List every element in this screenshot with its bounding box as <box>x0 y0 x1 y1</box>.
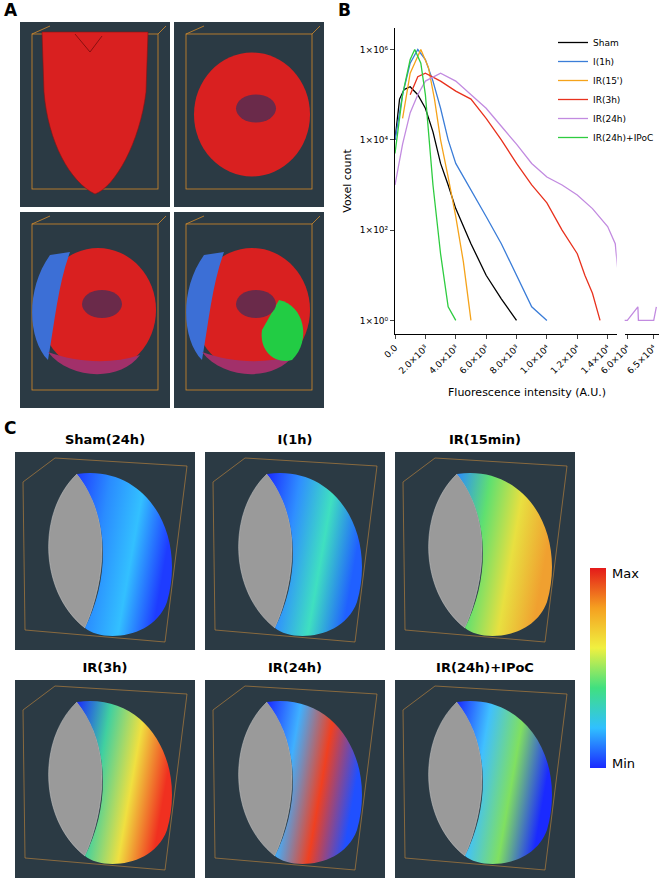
svg-text:Max: Max <box>612 566 639 581</box>
html-text:A: A <box>4 0 18 20</box>
svg-text:1×10⁴: 1×10⁴ <box>360 135 389 145</box>
svg-text:I(1h): I(1h) <box>593 57 614 67</box>
svg-text:8.0×10³: 8.0×10³ <box>488 343 521 376</box>
svg-text:IR(3h): IR(3h) <box>82 660 127 675</box>
svg-text:IR(24h)+IPoC: IR(24h)+IPoC <box>593 133 653 143</box>
svg-text:1×10⁰: 1×10⁰ <box>360 316 389 326</box>
svg-text:IR(24h): IR(24h) <box>268 660 322 675</box>
svg-text:IR(3h): IR(3h) <box>593 95 620 105</box>
svg-text:IR(15min): IR(15min) <box>449 432 521 447</box>
svg-text:IR(24h)+IPoC: IR(24h)+IPoC <box>436 660 534 675</box>
svg-text:Sham(24h): Sham(24h) <box>65 432 145 447</box>
svg-text:4.0×10³: 4.0×10³ <box>427 343 460 376</box>
svg-text:1.0×10⁴: 1.0×10⁴ <box>518 343 551 376</box>
svg-text:0.0: 0.0 <box>382 343 399 360</box>
svg-text:1.2×10⁴: 1.2×10⁴ <box>549 343 582 376</box>
svg-text:6.0×10⁴: 6.0×10⁴ <box>599 343 632 376</box>
html-text:B: B <box>338 0 351 20</box>
svg-text:Min: Min <box>612 756 635 771</box>
svg-text:6.0×10³: 6.0×10³ <box>458 343 491 376</box>
svg-text:IR(24h): IR(24h) <box>593 114 626 124</box>
svg-text:1.4×10⁴: 1.4×10⁴ <box>579 343 612 376</box>
svg-text:IR(15'): IR(15') <box>593 76 623 86</box>
svg-text:I(1h): I(1h) <box>277 432 312 447</box>
html-text:C: C <box>4 418 17 438</box>
svg-text:1×10²: 1×10² <box>360 225 389 235</box>
svg-text:Fluorescence intensity (A.U.): Fluorescence intensity (A.U.) <box>448 386 606 399</box>
svg-text:Voxel count: Voxel count <box>341 149 354 213</box>
svg-text:2.0×10³: 2.0×10³ <box>397 343 430 376</box>
svg-text:6.5×10⁴: 6.5×10⁴ <box>625 343 658 376</box>
svg-text:1×10⁶: 1×10⁶ <box>360 45 389 55</box>
svg-text:Sham: Sham <box>593 38 619 48</box>
